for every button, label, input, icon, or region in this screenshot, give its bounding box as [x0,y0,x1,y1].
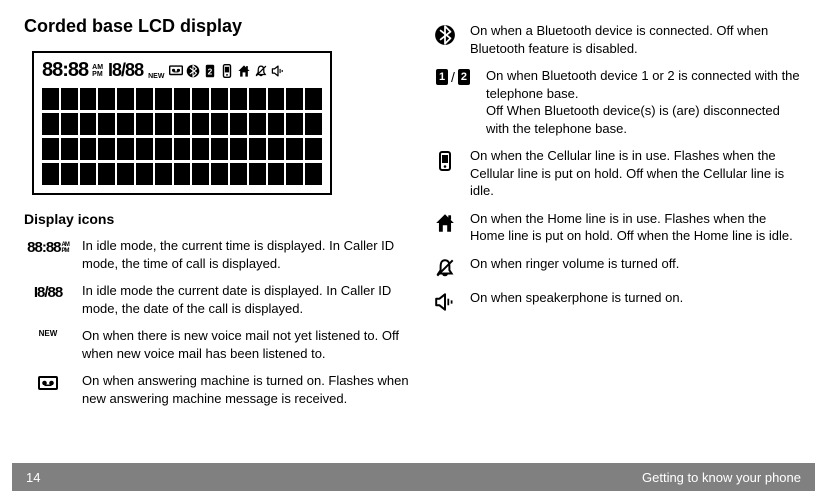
lcd-ampm: AMPM [92,64,103,78]
badge-2-icon [203,64,217,78]
subheading: Display icons [24,211,414,227]
row-ringer: On when ringer volume is turned off. [430,255,803,279]
cell-desc: On when the Cellular line is in use. Fla… [470,147,803,200]
home-icon [237,64,251,78]
badge-1-icon: 1 [436,69,448,85]
bluetooth-icon [434,24,456,46]
row-bt-device: 1 / 2 On when Bluetooth device 1 or 2 is… [430,67,803,137]
speaker-desc: On when speakerphone is turned on. [470,289,683,307]
tape-icon [35,374,61,394]
ringer-off-icon [254,64,268,78]
section-title: Getting to know your phone [642,470,801,485]
ringer-off-icon [434,257,456,279]
ringer-desc: On when ringer volume is turned off. [470,255,679,273]
tape-desc: On when answering machine is turned on. … [82,372,414,407]
slash: / [448,69,458,85]
cell-icon [435,149,455,173]
left-icon-list: 88:88 AMPM In idle mode, the current tim… [24,237,414,407]
bt-device-desc: On when Bluetooth device 1 or 2 is conne… [486,67,803,137]
lcd-char-grid [42,88,322,185]
home-desc: On when the Home line is in use. Flashes… [470,210,803,245]
date-icon: I8/88 [34,284,62,301]
tape-icon [169,64,183,78]
page-footer: 14 Getting to know your phone [12,463,815,491]
page-number: 14 [26,470,40,485]
new-icon: NEW [39,329,58,338]
new-desc: On when there is new voice mail not yet … [82,327,414,362]
lcd-display: 88:88 AMPM I8/88 NEW [32,51,332,195]
bluetooth-desc: On when a Bluetooth device is connected.… [470,22,803,57]
speaker-icon [434,291,456,313]
date-desc: In idle mode the current date is display… [82,282,414,317]
lcd-date: I8/88 [108,60,143,81]
bluetooth-icon [186,64,200,78]
row-time: 88:88 AMPM In idle mode, the current tim… [24,237,414,272]
cell-icon [220,64,234,78]
row-new: NEW On when there is new voice mail not … [24,327,414,362]
lcd-new-label: NEW [148,73,164,82]
time-desc: In idle mode, the current time is displa… [82,237,414,272]
lcd-time: 88:88 [42,59,88,82]
row-bluetooth: On when a Bluetooth device is connected.… [430,22,803,57]
page-title: Corded base LCD display [24,16,414,37]
right-icon-list: On when a Bluetooth device is connected.… [430,22,803,313]
row-speaker: On when speakerphone is turned on. [430,289,803,313]
speaker-icon [271,64,285,78]
row-cell: On when the Cellular line is in use. Fla… [430,147,803,200]
row-date: I8/88 In idle mode the current date is d… [24,282,414,317]
time-icon: 88:88 AMPM [27,239,69,256]
badge-2-icon: 2 [458,69,470,85]
home-icon [433,212,457,234]
row-home: On when the Home line is in use. Flashes… [430,210,803,245]
row-tape: On when answering machine is turned on. … [24,372,414,407]
